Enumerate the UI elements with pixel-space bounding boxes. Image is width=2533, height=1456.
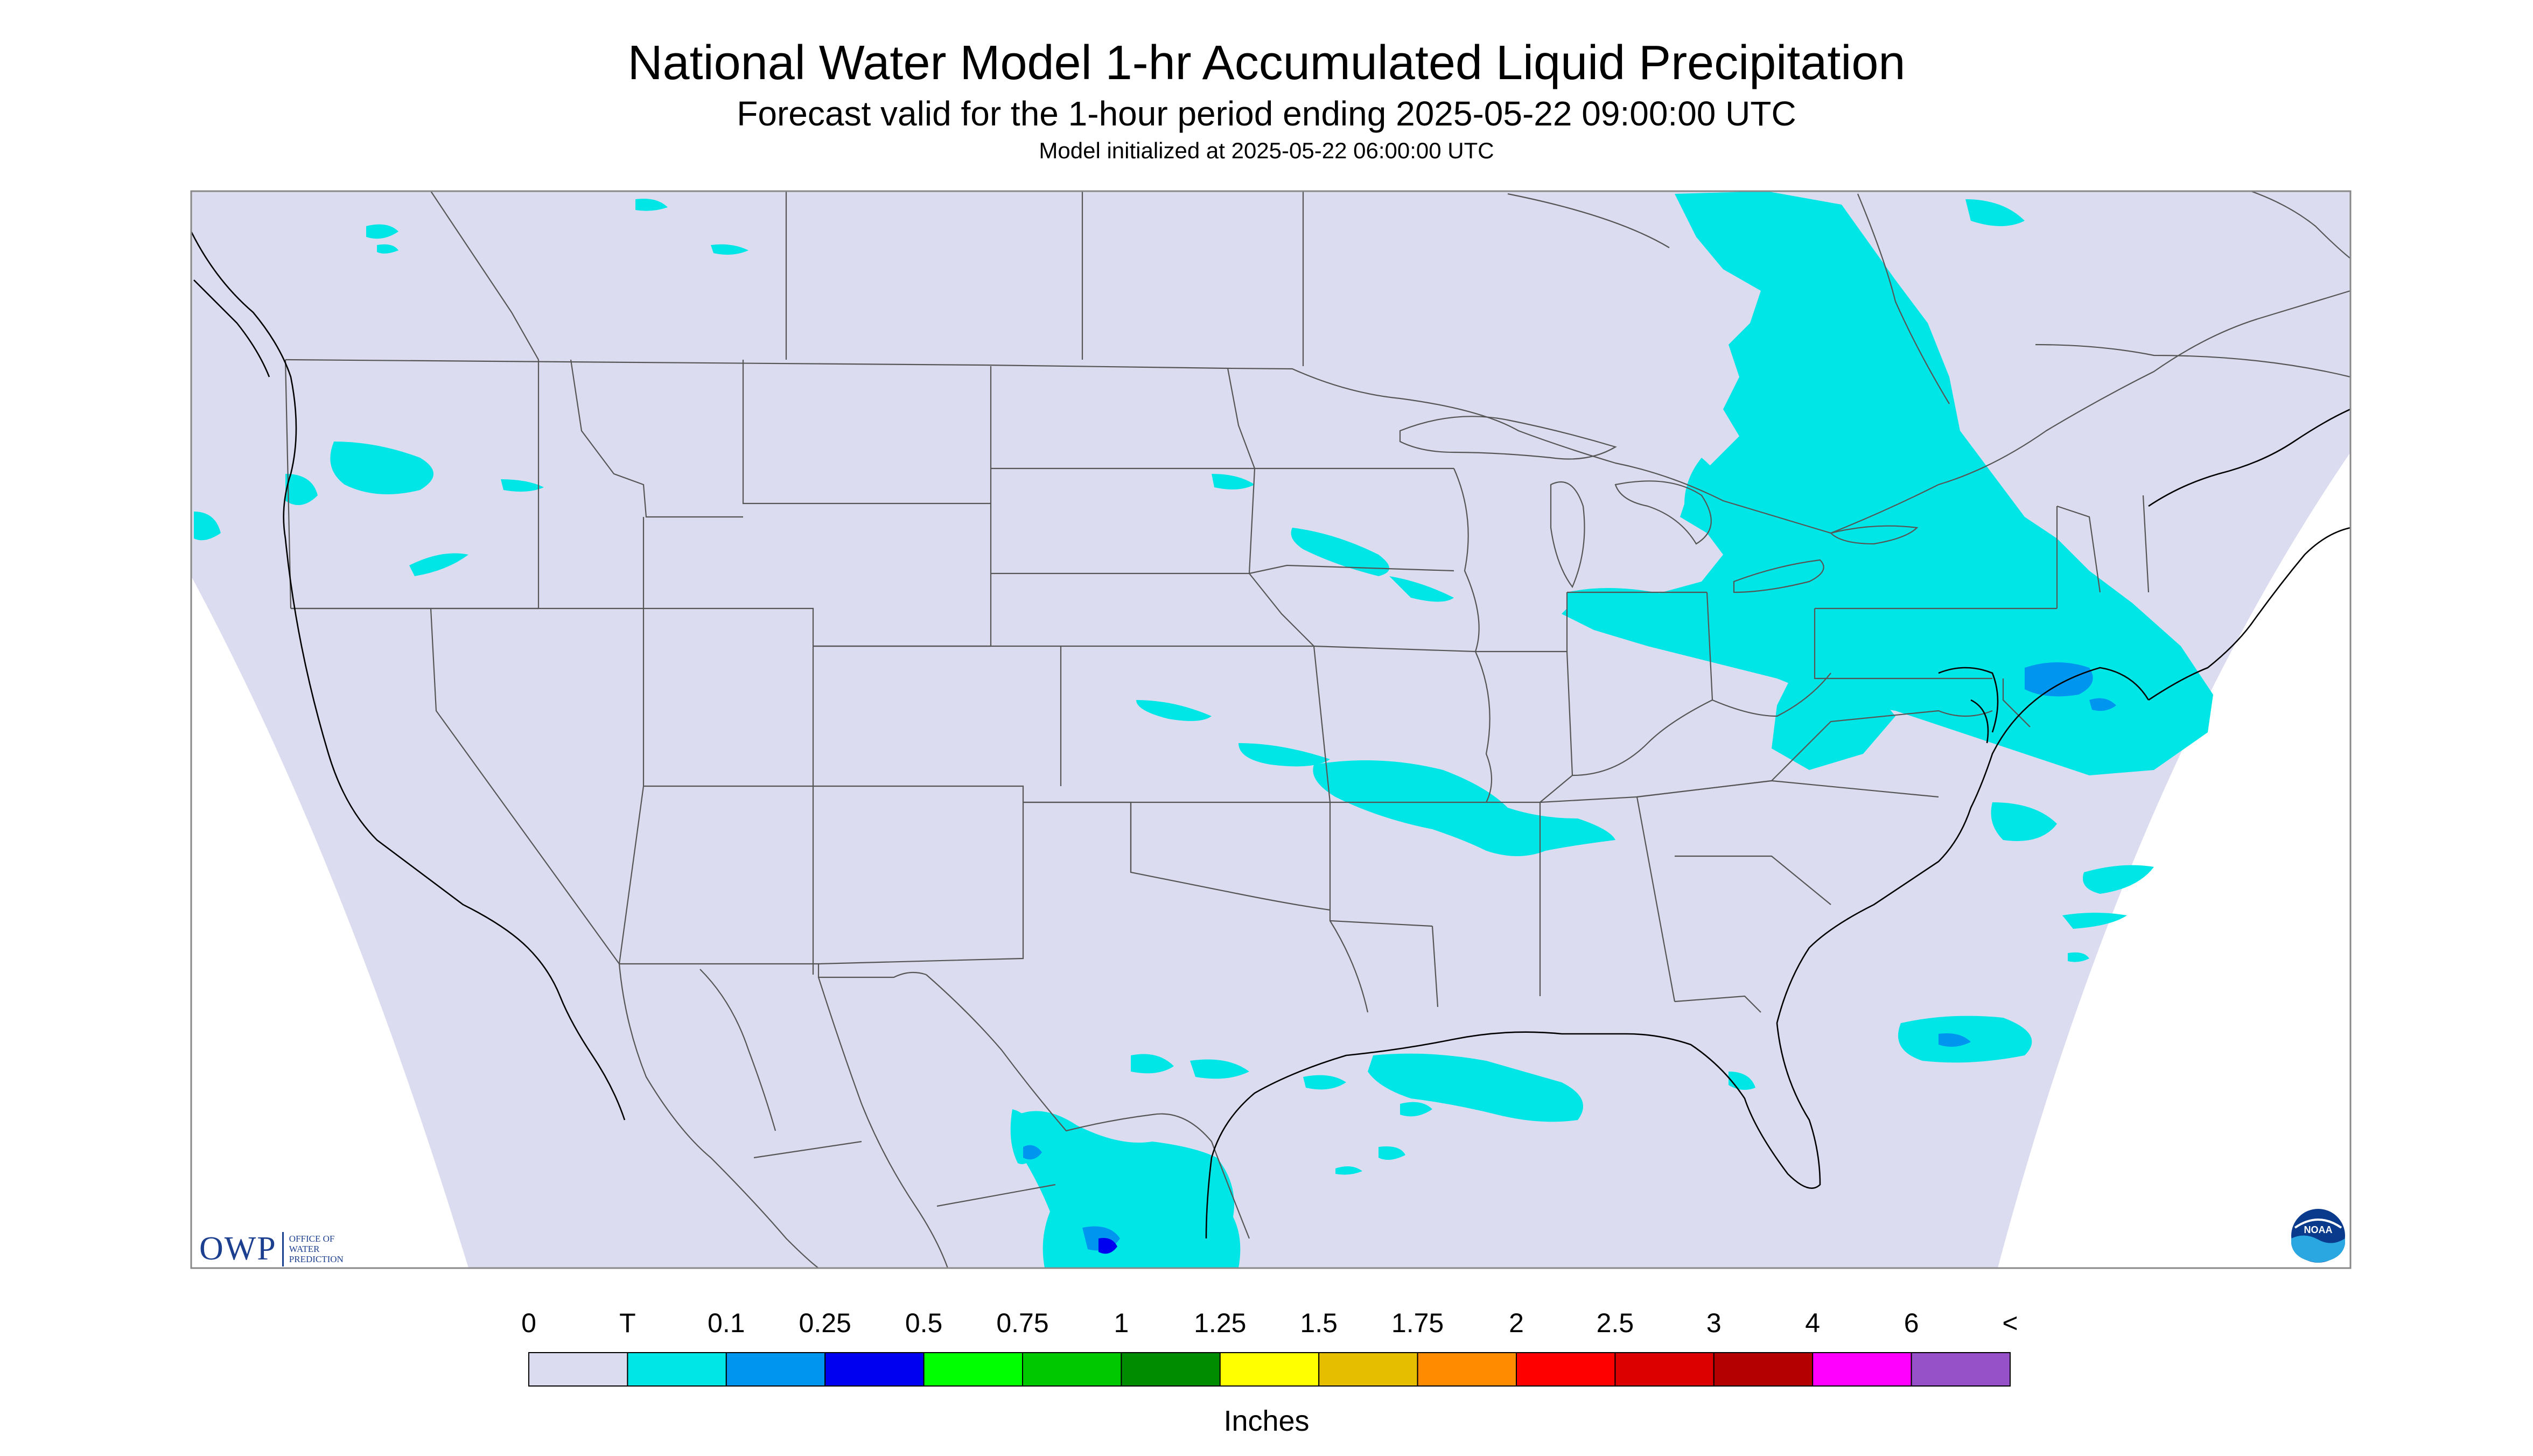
legend-label: 0 bbox=[521, 1308, 536, 1338]
model-init-time: Model initialized at 2025-05-22 06:00:00… bbox=[1039, 138, 1494, 163]
owp-logo-divider bbox=[282, 1231, 284, 1266]
legend-swatch bbox=[1516, 1352, 1616, 1387]
legend-swatch bbox=[923, 1352, 1023, 1387]
map-frame bbox=[190, 190, 2352, 1269]
legend-label: 1 bbox=[1114, 1308, 1129, 1338]
legend-label: 0.25 bbox=[799, 1308, 851, 1338]
map-subtitle: Forecast valid for the 1-hour period end… bbox=[737, 94, 1796, 133]
svg-text:NOAA: NOAA bbox=[2304, 1224, 2333, 1235]
owp-logo: OWP OFFICE OF WATER PREDICTION bbox=[199, 1230, 344, 1268]
legend-units: Inches bbox=[1223, 1405, 1310, 1437]
legend-swatch bbox=[627, 1352, 727, 1387]
legend-label: 0.1 bbox=[708, 1308, 745, 1338]
legend-swatch bbox=[1022, 1352, 1122, 1387]
map-title: National Water Model 1-hr Accumulated Li… bbox=[627, 36, 1906, 90]
legend-label: 2.5 bbox=[1596, 1308, 1634, 1338]
legend-swatch bbox=[1318, 1352, 1418, 1387]
legend-label: 2 bbox=[1509, 1308, 1524, 1338]
legend-label: < bbox=[2002, 1308, 2018, 1338]
coastlines bbox=[191, 231, 2350, 1239]
legend-label: 3 bbox=[1706, 1308, 1722, 1338]
legend-label: 0.5 bbox=[905, 1308, 943, 1338]
legend-label: 4 bbox=[1805, 1308, 1821, 1338]
owp-line-2: WATER bbox=[289, 1244, 320, 1254]
state-boundaries bbox=[284, 191, 2350, 1268]
legend-swatch bbox=[1121, 1352, 1221, 1387]
legend-swatch bbox=[1219, 1352, 1320, 1387]
legend-swatch bbox=[528, 1352, 628, 1387]
legend-color-bar bbox=[528, 1352, 2011, 1387]
owp-line-3: PREDICTION bbox=[289, 1254, 344, 1264]
noaa-logo: NOAA bbox=[2291, 1209, 2345, 1263]
legend-label: 0.75 bbox=[996, 1308, 1049, 1338]
legend-swatch bbox=[1614, 1352, 1715, 1387]
legend-swatch bbox=[824, 1352, 925, 1387]
legend-swatch bbox=[725, 1352, 826, 1387]
legend-swatch bbox=[1713, 1352, 1814, 1387]
legend-label: 1.75 bbox=[1391, 1308, 1444, 1338]
legend-label: 6 bbox=[1904, 1308, 1919, 1338]
legend-swatch bbox=[1417, 1352, 1517, 1387]
owp-line-1: OFFICE OF bbox=[289, 1234, 335, 1244]
legend-label: 1.25 bbox=[1194, 1308, 1247, 1338]
precipitation-heavy bbox=[1098, 1238, 1117, 1254]
owp-logo-mark: OWP bbox=[199, 1230, 277, 1267]
legend-label: T bbox=[619, 1308, 636, 1338]
legend-swatch bbox=[1812, 1352, 1912, 1387]
owp-logo-text: OFFICE OF WATER PREDICTION bbox=[289, 1234, 344, 1264]
legend-swatch bbox=[1911, 1352, 2011, 1387]
legend-label: 1.5 bbox=[1300, 1308, 1338, 1338]
